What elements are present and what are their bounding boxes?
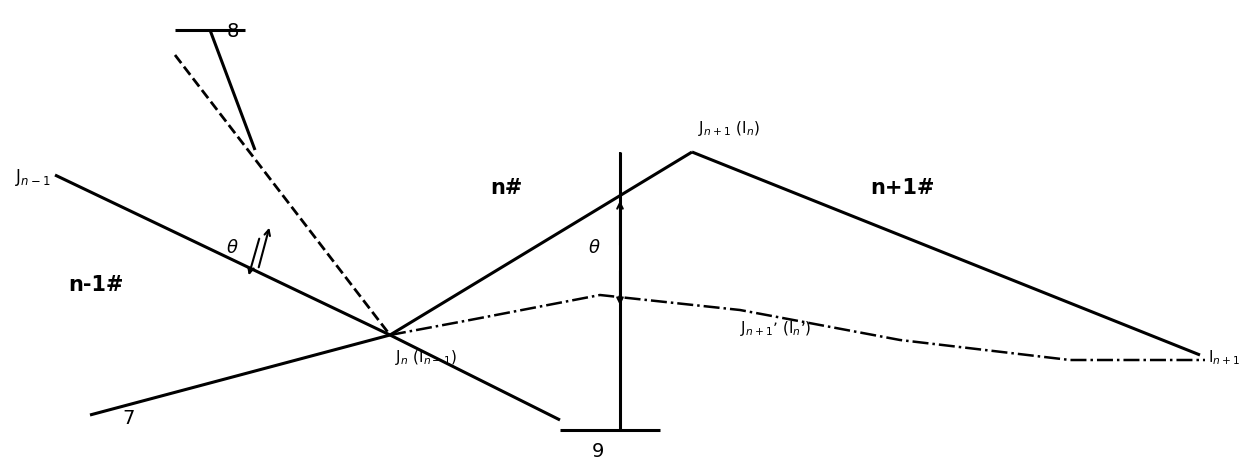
- Text: 7: 7: [121, 408, 134, 428]
- Text: J$_n$ (I$_{n-1}$): J$_n$ (I$_{n-1}$): [395, 348, 457, 367]
- Text: θ: θ: [589, 239, 600, 257]
- Text: n-1#: n-1#: [68, 275, 124, 295]
- Text: 9: 9: [592, 442, 605, 461]
- Text: J$_{n-1}$: J$_{n-1}$: [15, 168, 51, 188]
- Text: n#: n#: [489, 178, 523, 198]
- Text: n+1#: n+1#: [870, 178, 934, 198]
- Text: θ: θ: [227, 239, 238, 257]
- Text: 8: 8: [227, 22, 239, 41]
- Text: J$_{n+1}$’ (I$_n$’): J$_{n+1}$’ (I$_n$’): [740, 318, 812, 338]
- Text: J$_{n+1}$ (I$_n$): J$_{n+1}$ (I$_n$): [698, 119, 760, 138]
- Text: I$_{n+1}$: I$_{n+1}$: [1208, 349, 1239, 367]
